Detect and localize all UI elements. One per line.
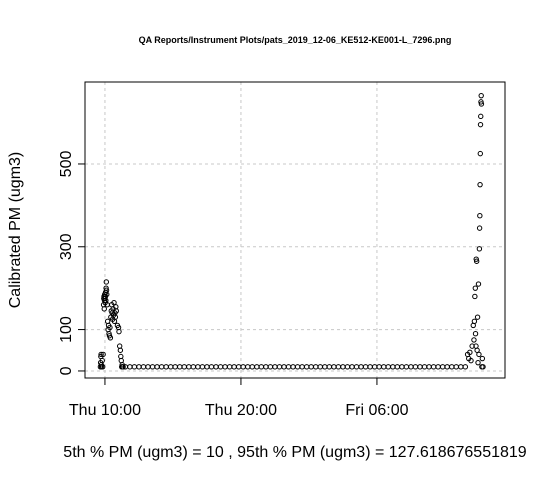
point — [477, 150, 483, 157]
point — [469, 343, 475, 349]
x-tick-label: Fri 06:00 — [345, 402, 408, 419]
chart-title: QA Reports/Instrument Plots/pats_2019_12… — [139, 35, 452, 45]
point — [476, 225, 483, 231]
point — [103, 285, 109, 291]
point — [477, 121, 484, 128]
point — [477, 213, 483, 219]
subtitle: 5th % PM (ugm3) = 10 , 95th % PM (ugm3) … — [63, 444, 526, 461]
y-tick-label: 500 — [58, 151, 75, 178]
point — [120, 364, 126, 370]
point — [107, 335, 114, 341]
x-tick-label: Thu 20:00 — [205, 402, 277, 419]
point — [480, 364, 486, 370]
point — [471, 318, 478, 324]
point — [476, 351, 482, 358]
point — [478, 101, 485, 107]
point — [471, 337, 477, 343]
x-tick-label: Thu 10:00 — [69, 402, 141, 419]
y-tick-label: 0 — [58, 366, 75, 375]
y-axis-label: Calibrated PM (ugm3) — [7, 152, 24, 309]
point — [117, 347, 124, 353]
point — [478, 92, 484, 99]
point — [107, 324, 113, 331]
point — [478, 113, 484, 120]
point — [98, 351, 104, 358]
point — [103, 279, 110, 285]
point — [473, 256, 479, 262]
plot-frame — [84, 81, 506, 379]
point — [477, 181, 483, 188]
point — [478, 99, 484, 105]
point — [101, 306, 107, 312]
point — [113, 308, 119, 314]
point — [475, 359, 481, 366]
point — [476, 246, 483, 252]
point — [472, 285, 479, 291]
point — [112, 314, 119, 320]
point — [472, 293, 478, 300]
point — [479, 355, 486, 362]
point — [474, 314, 481, 320]
point — [116, 328, 122, 335]
point — [100, 351, 106, 358]
point — [473, 258, 480, 264]
point — [467, 349, 473, 356]
point — [475, 281, 482, 287]
point — [462, 364, 469, 370]
y-tick-label: 300 — [58, 233, 75, 260]
point — [99, 364, 106, 370]
point — [104, 291, 110, 298]
point — [99, 357, 105, 364]
point — [472, 331, 479, 337]
point — [468, 357, 474, 364]
y-tick-label: 100 — [58, 316, 75, 343]
